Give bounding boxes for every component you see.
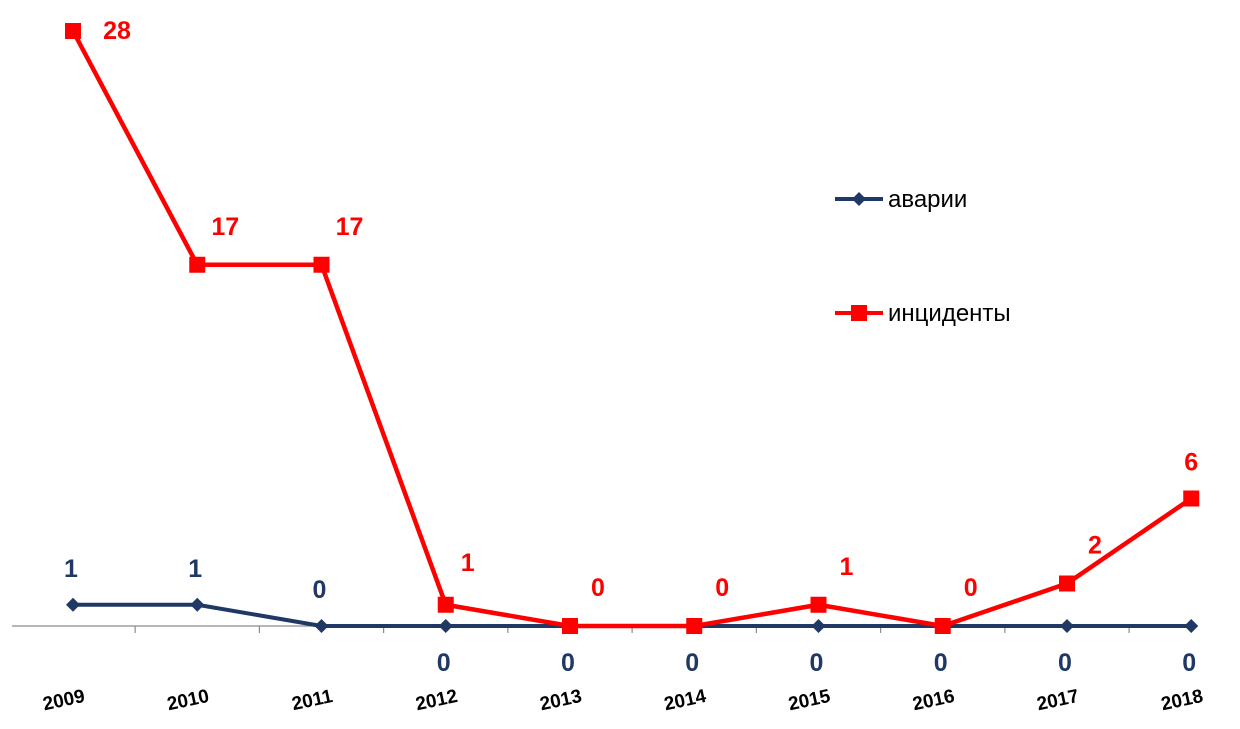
data-label: 0 <box>810 649 824 677</box>
data-point-marker <box>313 256 330 273</box>
data-point-marker <box>1060 619 1074 633</box>
x-tick-labels: 2009 2010 2011 2012 2013 2014 2015 2016 2017 2018 <box>41 686 1205 715</box>
data-point-marker <box>562 618 578 634</box>
data-point-marker <box>66 597 80 612</box>
data-label: 6 <box>1184 449 1198 477</box>
series-lines <box>65 23 1200 634</box>
data-point-marker <box>811 619 826 633</box>
data-label: 0 <box>715 574 729 602</box>
data-label: 1 <box>188 555 202 583</box>
x-tick-label: 2012 <box>414 686 460 715</box>
data-label: 0 <box>437 649 451 677</box>
data-point-marker <box>314 619 329 633</box>
legend-marker <box>851 305 867 321</box>
data-label: 0 <box>591 574 605 602</box>
data-label: 1 <box>64 555 78 583</box>
data-label: 0 <box>1182 649 1196 677</box>
x-tick-label: 2018 <box>1159 686 1205 715</box>
data-point-marker <box>437 596 454 613</box>
data-label: 0 <box>1058 649 1072 677</box>
data-label: 0 <box>685 649 699 677</box>
data-point-marker <box>1184 619 1199 633</box>
data-point-marker <box>189 256 206 273</box>
legend-item-avarii: аварии <box>835 186 967 213</box>
series-incidenty <box>65 23 1200 634</box>
data-point-marker <box>65 23 81 39</box>
data-point-marker <box>810 596 827 613</box>
legend: аварии инциденты <box>835 186 1011 327</box>
x-tick-label: 2014 <box>662 686 708 715</box>
data-point-marker <box>438 619 453 633</box>
data-point-marker <box>686 618 703 634</box>
legend-label: инциденты <box>888 300 1011 327</box>
x-tick-label: 2010 <box>165 686 211 715</box>
data-label: 17 <box>211 213 239 241</box>
data-point-marker <box>190 597 205 612</box>
x-tick-label: 2013 <box>538 686 584 715</box>
x-tick-label: 2015 <box>786 686 832 715</box>
data-label: 1 <box>840 553 854 581</box>
series-line <box>73 602 1192 628</box>
data-label: 0 <box>934 649 948 677</box>
data-label: 0 <box>964 574 978 602</box>
legend-label: аварии <box>888 186 967 213</box>
data-label: 0 <box>561 649 575 677</box>
x-tick-label: 2016 <box>911 686 957 715</box>
data-label: 1 <box>461 549 475 577</box>
data-labels: 1 1 0 0 0 0 0 0 0 0 28 17 17 1 0 0 1 0 2 6 <box>64 17 1198 677</box>
data-label: 0 <box>313 576 327 604</box>
data-label: 28 <box>103 17 131 45</box>
x-tick-label: 2009 <box>41 686 87 715</box>
legend-marker <box>852 192 866 206</box>
x-tick-label: 2017 <box>1035 686 1081 715</box>
data-point-marker <box>1183 490 1200 507</box>
data-label: 2 <box>1088 532 1102 560</box>
x-tick-label: 2011 <box>290 686 335 715</box>
data-label: 17 <box>336 213 364 241</box>
data-point-marker <box>1059 575 1075 592</box>
legend-item-incidenty: инциденты <box>835 300 1011 327</box>
series-line <box>71 29 1193 629</box>
data-point-marker <box>934 618 951 634</box>
